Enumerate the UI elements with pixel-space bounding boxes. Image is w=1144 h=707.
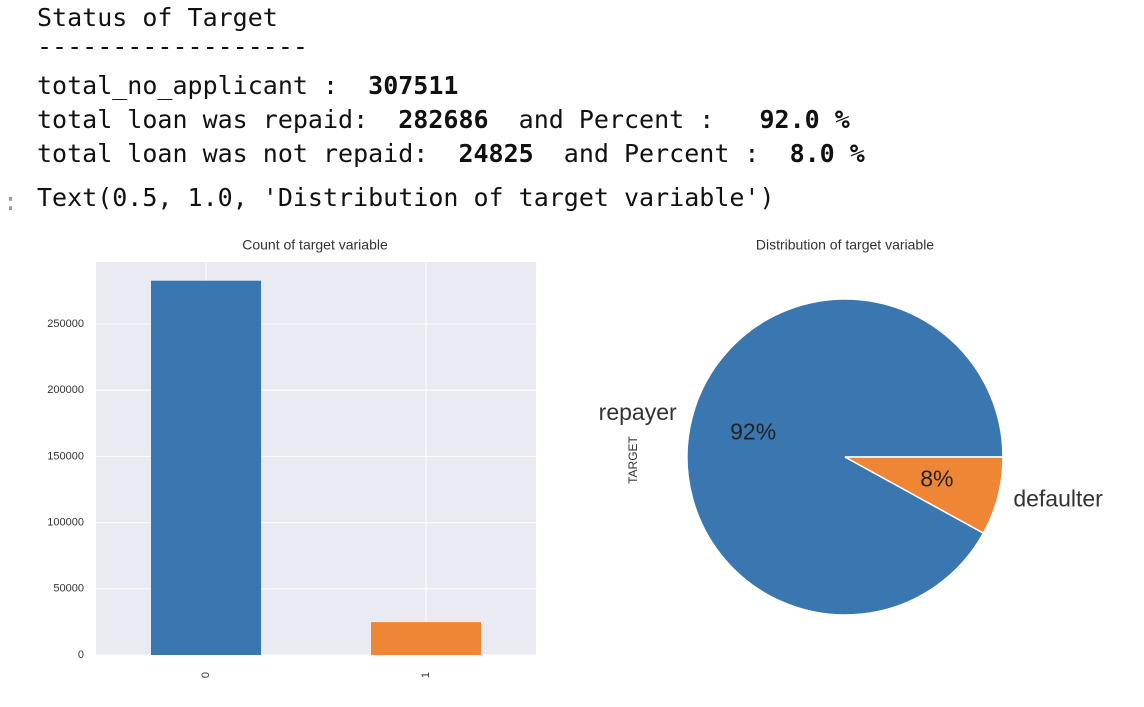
- output-segment: total loan was repaid:: [37, 105, 398, 134]
- pie-label: defaulter: [1013, 485, 1103, 511]
- output-line: Status of Target: [37, 3, 278, 32]
- y-tick-label: 200000: [47, 384, 84, 396]
- output-line: total loan was repaid: 282686 and Percen…: [37, 105, 850, 134]
- pie-label: repayer: [599, 399, 677, 425]
- chart-title: Distribution of target variable: [756, 237, 934, 253]
- output-segment: 92.0 %: [759, 105, 849, 134]
- y-tick-label: 150000: [47, 450, 84, 462]
- result-text: Text(0.5, 1.0, 'Distribution of target v…: [37, 183, 775, 212]
- output-segment: and Percent :: [489, 105, 760, 134]
- y-tick-label: 100000: [47, 517, 84, 529]
- bar: [371, 622, 481, 655]
- output-line: total_no_applicant : 307511: [37, 71, 458, 100]
- x-tick-label: 0: [200, 672, 212, 678]
- output-segment: 8.0 %: [790, 139, 865, 168]
- y-tick-label: 0: [78, 649, 84, 661]
- output-segment: 307511: [368, 71, 458, 100]
- y-axis-label: TARGET: [626, 435, 640, 483]
- prompt: :: [3, 187, 18, 216]
- bar: [151, 280, 261, 655]
- output-segment: 24825: [458, 139, 533, 168]
- pie-value-label: 92%: [730, 419, 776, 445]
- chart-title: Count of target variable: [242, 237, 388, 253]
- y-tick-label: 50000: [53, 583, 84, 595]
- output-line: ------------------: [37, 32, 308, 61]
- output-segment: and Percent :: [534, 139, 790, 168]
- output-segment: total loan was not repaid:: [37, 139, 458, 168]
- output-segment: total_no_applicant :: [37, 71, 368, 100]
- output-segment: Status of Target: [37, 3, 278, 32]
- output-segment: ------------------: [37, 32, 308, 61]
- pie-wedge: [844, 456, 1004, 535]
- y-tick-label: 250000: [47, 318, 84, 330]
- pie-value-label: 8%: [920, 466, 953, 492]
- output-segment: 282686: [398, 105, 488, 134]
- x-tick-label: 1: [420, 672, 432, 678]
- output-line: total loan was not repaid: 24825 and Per…: [37, 139, 865, 168]
